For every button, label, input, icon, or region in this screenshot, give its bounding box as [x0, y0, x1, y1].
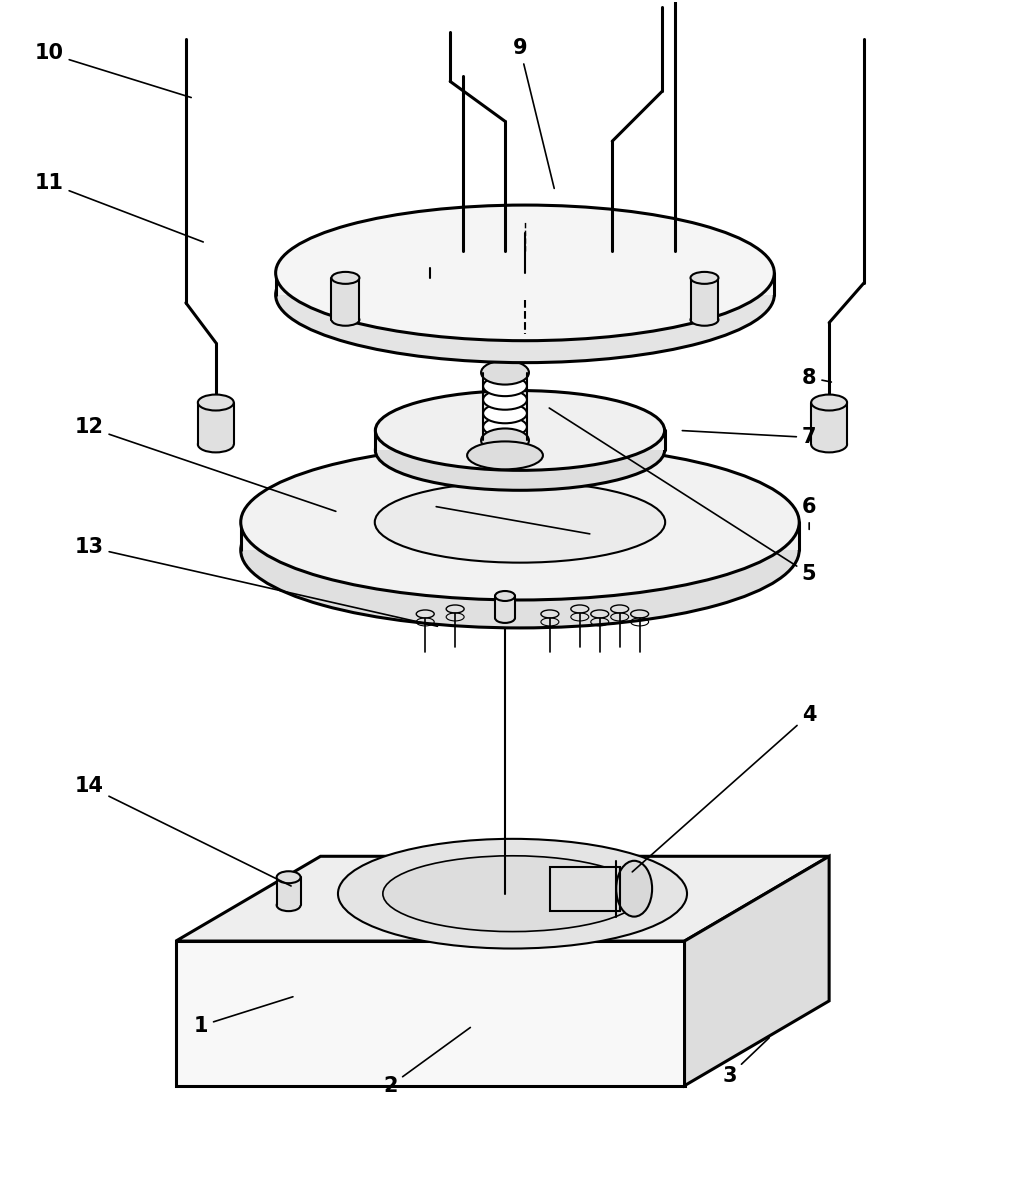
Text: 10: 10	[35, 43, 191, 98]
Text: 8: 8	[801, 367, 830, 387]
Polygon shape	[175, 856, 828, 940]
Polygon shape	[375, 430, 664, 451]
Ellipse shape	[276, 899, 301, 911]
Ellipse shape	[590, 610, 608, 617]
Ellipse shape	[483, 430, 527, 451]
Text: 1: 1	[194, 997, 292, 1036]
Ellipse shape	[240, 445, 799, 600]
Ellipse shape	[198, 395, 233, 410]
Text: 11: 11	[35, 173, 203, 242]
Polygon shape	[240, 522, 799, 551]
Text: 13: 13	[74, 538, 437, 626]
Text: 14: 14	[74, 776, 290, 886]
Ellipse shape	[337, 839, 687, 949]
Ellipse shape	[483, 377, 527, 396]
Ellipse shape	[375, 410, 664, 490]
Ellipse shape	[331, 272, 359, 284]
Text: 7: 7	[682, 428, 815, 447]
Polygon shape	[810, 403, 846, 445]
Polygon shape	[550, 867, 620, 911]
Ellipse shape	[483, 362, 527, 383]
Ellipse shape	[483, 390, 527, 410]
Ellipse shape	[810, 436, 846, 453]
Ellipse shape	[615, 861, 651, 917]
Ellipse shape	[375, 391, 664, 471]
Polygon shape	[198, 403, 233, 445]
Polygon shape	[276, 877, 301, 905]
Ellipse shape	[275, 205, 773, 341]
Ellipse shape	[481, 428, 529, 453]
Polygon shape	[494, 596, 515, 617]
Ellipse shape	[494, 613, 515, 623]
Text: 12: 12	[74, 417, 335, 511]
Ellipse shape	[331, 313, 359, 325]
Ellipse shape	[198, 436, 233, 453]
Ellipse shape	[416, 610, 434, 617]
Polygon shape	[684, 856, 828, 1086]
Ellipse shape	[540, 610, 558, 617]
Ellipse shape	[374, 482, 664, 563]
Polygon shape	[331, 278, 359, 319]
Text: 3: 3	[721, 1038, 768, 1086]
Polygon shape	[175, 940, 684, 1086]
Ellipse shape	[690, 313, 717, 325]
Ellipse shape	[481, 361, 529, 385]
Ellipse shape	[494, 591, 515, 601]
Ellipse shape	[240, 472, 799, 628]
Text: 4: 4	[632, 704, 815, 871]
Ellipse shape	[276, 871, 301, 883]
Ellipse shape	[810, 395, 846, 410]
Polygon shape	[690, 278, 717, 319]
Text: 9: 9	[513, 38, 553, 188]
Ellipse shape	[467, 441, 542, 470]
Text: 2: 2	[383, 1028, 470, 1095]
Ellipse shape	[275, 226, 773, 362]
Text: 6: 6	[801, 497, 815, 529]
Text: 5: 5	[548, 408, 815, 584]
Ellipse shape	[690, 272, 717, 284]
Ellipse shape	[610, 606, 628, 613]
Ellipse shape	[483, 417, 527, 436]
Ellipse shape	[571, 606, 588, 613]
Ellipse shape	[382, 856, 642, 932]
Polygon shape	[275, 273, 773, 294]
Ellipse shape	[483, 403, 527, 423]
Ellipse shape	[445, 606, 464, 613]
Ellipse shape	[630, 610, 648, 617]
